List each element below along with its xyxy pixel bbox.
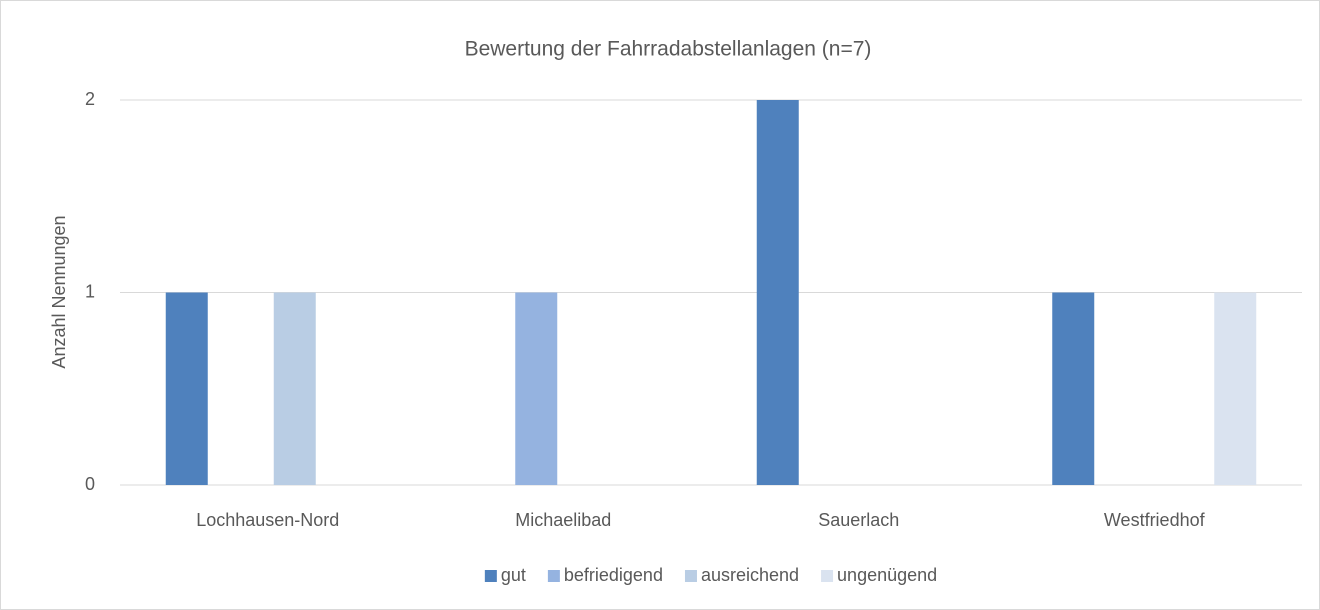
x-tick-label: Michaelibad xyxy=(515,510,611,530)
legend-swatch xyxy=(684,570,697,582)
bar xyxy=(756,100,799,485)
y-tick-label: 0 xyxy=(85,474,95,494)
y-axis-label: Anzahl Nennungen xyxy=(49,215,69,368)
x-tick-label: Lochhausen-Nord xyxy=(196,510,339,530)
bar xyxy=(515,292,558,485)
legend-label: ungenügend xyxy=(837,565,937,585)
y-tick-label: 2 xyxy=(85,89,95,109)
legend-swatch xyxy=(484,570,497,582)
bar xyxy=(1214,292,1257,485)
legend-label: gut xyxy=(501,565,526,585)
bar xyxy=(273,292,316,485)
bar xyxy=(1052,292,1095,485)
legend-swatch xyxy=(547,570,560,582)
x-tick-label: Sauerlach xyxy=(818,510,899,530)
legend-label: befriedigend xyxy=(564,565,663,585)
bar xyxy=(165,292,208,485)
y-tick-label: 1 xyxy=(85,281,95,301)
legend-label: ausreichend xyxy=(701,565,799,585)
chart-title: Bewertung der Fahrradabstellanlagen (n=7… xyxy=(465,38,872,61)
legend-swatch xyxy=(821,570,834,582)
x-tick-label: Westfriedhof xyxy=(1104,510,1206,530)
